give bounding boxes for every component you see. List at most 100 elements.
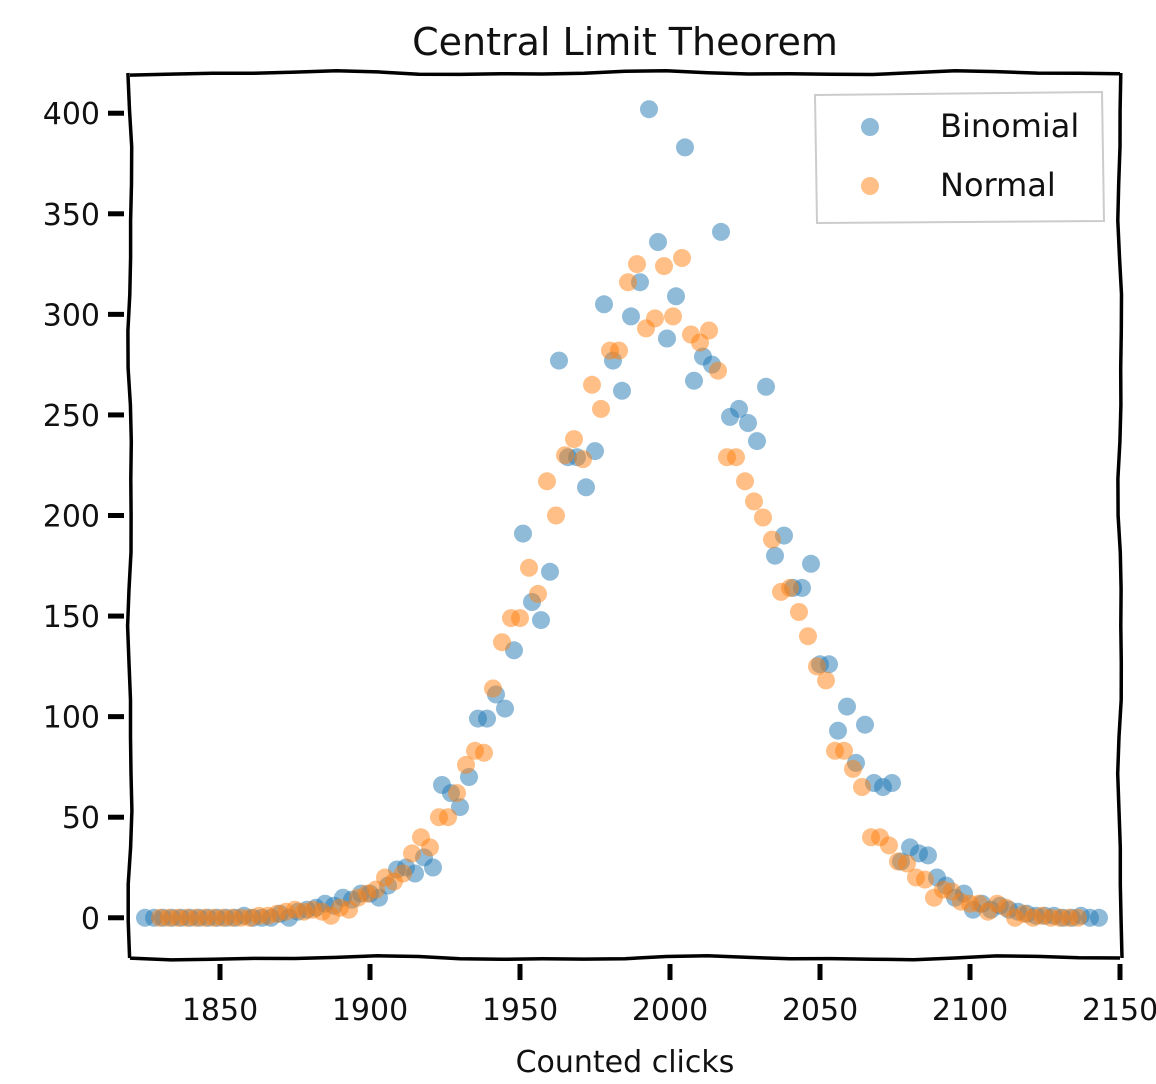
y-tick-label: 0 bbox=[81, 902, 100, 937]
scatter-points bbox=[136, 100, 1108, 927]
normal-point bbox=[709, 361, 727, 380]
legend-label-normal: Normal bbox=[940, 166, 1056, 204]
normal-point bbox=[475, 743, 493, 762]
binomial-point bbox=[757, 377, 775, 396]
normal-point bbox=[835, 741, 853, 760]
normal-point bbox=[556, 446, 574, 465]
binomial-point bbox=[883, 774, 901, 792]
binomial-point bbox=[649, 233, 667, 251]
normal-point bbox=[619, 273, 637, 292]
binomial-point bbox=[1090, 908, 1108, 927]
binomial-point bbox=[478, 709, 496, 728]
binomial-point bbox=[856, 715, 874, 734]
y-tick-label: 200 bbox=[43, 500, 100, 535]
binomial-point bbox=[676, 138, 694, 157]
legend-label-binomial: Binomial bbox=[940, 107, 1079, 145]
normal-point bbox=[736, 472, 754, 491]
normal-point bbox=[700, 321, 718, 340]
legend-marker-binomial bbox=[861, 118, 879, 136]
normal-point bbox=[610, 341, 628, 360]
normal-point bbox=[898, 854, 916, 873]
normal-point bbox=[538, 472, 556, 491]
legend-box bbox=[813, 90, 1106, 225]
binomial-point bbox=[640, 100, 658, 119]
x-tick-label: 2100 bbox=[932, 993, 1008, 1028]
y-tick-label: 150 bbox=[43, 600, 100, 635]
normal-point bbox=[763, 530, 781, 549]
normal-point bbox=[592, 399, 610, 418]
binomial-point bbox=[613, 381, 631, 400]
series-normal bbox=[151, 249, 1087, 927]
normal-point bbox=[880, 836, 898, 855]
binomial-point bbox=[577, 478, 595, 497]
normal-point bbox=[421, 838, 439, 857]
binomial-point bbox=[496, 699, 514, 718]
x-tick-label: 1900 bbox=[332, 993, 408, 1028]
normal-point bbox=[457, 755, 475, 774]
normal-point bbox=[817, 671, 835, 690]
y-tick-label: 50 bbox=[62, 801, 100, 836]
normal-point bbox=[520, 558, 538, 577]
chart-title: Central Limit Theorem bbox=[412, 20, 838, 64]
binomial-point bbox=[532, 611, 550, 630]
normal-point bbox=[754, 508, 772, 527]
binomial-point bbox=[667, 287, 685, 306]
y-tick-label: 350 bbox=[43, 198, 100, 233]
normal-point bbox=[1069, 908, 1087, 927]
normal-point bbox=[799, 627, 817, 646]
binomial-point bbox=[712, 222, 730, 241]
normal-point bbox=[484, 679, 502, 698]
normal-point bbox=[664, 307, 682, 326]
normal-point bbox=[727, 448, 745, 467]
y-tick-label: 300 bbox=[43, 298, 100, 333]
legend-marker-normal bbox=[861, 177, 879, 195]
binomial-point bbox=[802, 554, 820, 573]
normal-point bbox=[655, 257, 673, 276]
normal-point bbox=[673, 249, 691, 267]
binomial-point bbox=[658, 329, 676, 348]
x-axis: 1850 1900 1950 2000 2050 2100 2150 bbox=[182, 964, 1156, 1028]
binomial-point bbox=[739, 414, 757, 432]
binomial-point bbox=[595, 295, 613, 314]
plot-frame bbox=[125, 68, 1124, 962]
y-tick-label: 400 bbox=[43, 97, 100, 132]
normal-point bbox=[547, 506, 565, 525]
normal-point bbox=[565, 430, 583, 449]
y-tick-label: 100 bbox=[43, 701, 100, 736]
normal-point bbox=[628, 255, 646, 274]
legend: Binomial Normal bbox=[813, 90, 1106, 225]
normal-point bbox=[448, 784, 466, 803]
binomial-point bbox=[766, 546, 784, 565]
binomial-point bbox=[829, 721, 847, 740]
y-axis: 0 50 100 150 200 250 300 350 400 bbox=[43, 97, 124, 937]
binomial-point bbox=[622, 307, 640, 326]
y-tick-label: 250 bbox=[43, 399, 100, 434]
x-tick-label: 2050 bbox=[782, 993, 858, 1028]
normal-point bbox=[403, 844, 421, 863]
binomial-point bbox=[451, 798, 469, 817]
normal-point bbox=[790, 603, 808, 621]
normal-point bbox=[493, 633, 511, 652]
normal-point bbox=[529, 584, 547, 603]
x-tick-label: 2150 bbox=[1082, 993, 1156, 1028]
normal-point bbox=[808, 657, 826, 676]
normal-point bbox=[646, 309, 664, 328]
x-tick-label: 1950 bbox=[482, 993, 558, 1028]
normal-point bbox=[781, 578, 799, 597]
binomial-point bbox=[550, 351, 568, 370]
normal-point bbox=[394, 864, 412, 883]
normal-point bbox=[853, 778, 871, 796]
normal-point bbox=[511, 609, 529, 628]
normal-point bbox=[916, 870, 934, 889]
binomial-point bbox=[514, 524, 532, 543]
binomial-point bbox=[919, 846, 937, 865]
binomial-point bbox=[838, 697, 856, 716]
x-tick-label: 1850 bbox=[182, 993, 258, 1028]
binomial-point bbox=[685, 371, 703, 390]
binomial-point bbox=[730, 399, 748, 418]
x-tick-label: 2000 bbox=[632, 993, 708, 1028]
binomial-point bbox=[748, 432, 766, 451]
normal-point bbox=[583, 375, 601, 394]
normal-point bbox=[439, 808, 457, 827]
